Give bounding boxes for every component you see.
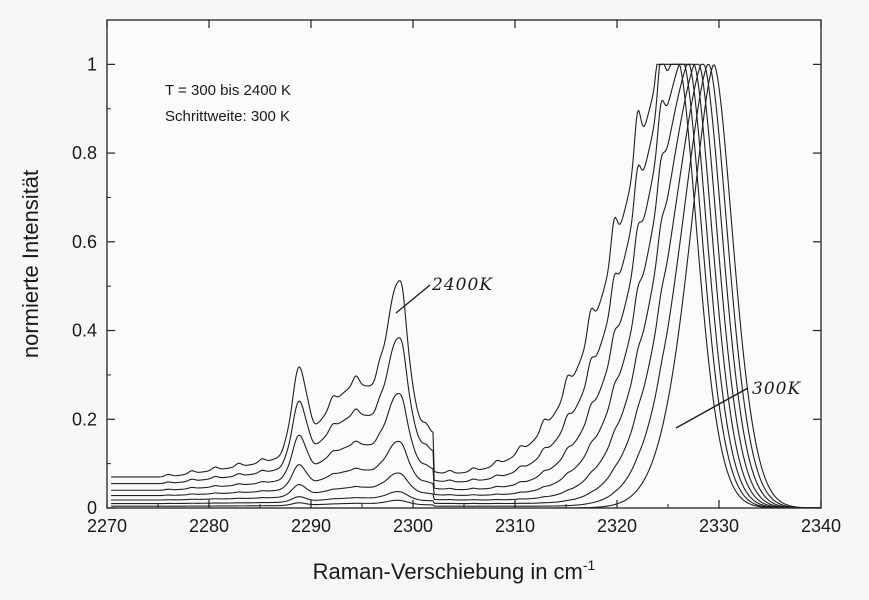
- y-tick-label: 0.4: [72, 321, 97, 341]
- x-axis-title: Raman-Verschiebung in cm-1: [313, 557, 596, 584]
- y-tick-label: 0.6: [72, 232, 97, 252]
- series-line-1500k: [111, 63, 821, 509]
- x-tick-label: 2290: [291, 516, 331, 536]
- y-tick-label: 0.8: [72, 143, 97, 163]
- x-tick-label: 2320: [597, 516, 637, 536]
- y-tick-label: 1: [87, 54, 97, 74]
- series-group: [111, 63, 822, 509]
- annotation-step-size: Schrittweite: 300 K: [165, 108, 290, 125]
- y-tick-label: 0.2: [72, 409, 97, 429]
- label-hot-curve: 2400K: [431, 275, 493, 295]
- x-tick-label: 2330: [699, 516, 739, 536]
- series-line-2100k: [111, 63, 821, 509]
- series-line-900k: [111, 63, 821, 509]
- label-cold-curve: 300K: [752, 379, 801, 399]
- annotation-temperature-range: T = 300 bis 2400 K: [165, 82, 291, 99]
- label-cold-leader: [675, 387, 749, 429]
- x-tick-label: 2340: [801, 516, 841, 536]
- series-line-2400k: [111, 63, 821, 509]
- x-tick-label: 2280: [189, 516, 229, 536]
- y-tick-label: 0: [87, 498, 97, 518]
- x-tick-label: 2300: [393, 516, 433, 536]
- y-axis-title: normierte Intensität: [18, 170, 43, 358]
- series-line-1800k: [111, 63, 821, 509]
- plot-frame: [106, 19, 822, 509]
- x-tick-label: 2270: [87, 516, 127, 536]
- axes-group: 2270 2280 2290 2300 2310 2320 2330 2340 0 0.2 0.4 0…: [72, 19, 841, 536]
- label-hot-leader: [395, 284, 431, 314]
- series-line-1200k: [111, 63, 821, 509]
- x-tick-label: 2310: [495, 516, 535, 536]
